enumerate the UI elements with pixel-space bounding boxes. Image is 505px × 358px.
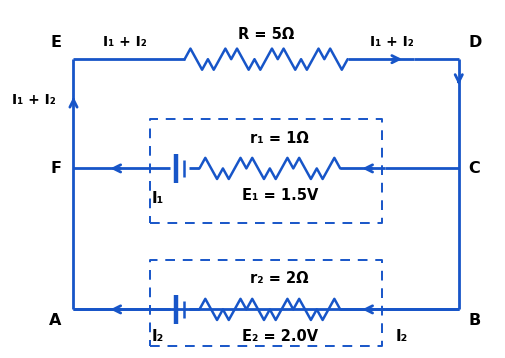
Text: r₂ = 2Ω: r₂ = 2Ω xyxy=(250,271,309,286)
Text: I₂: I₂ xyxy=(151,329,163,344)
Text: E: E xyxy=(50,35,61,50)
Text: A: A xyxy=(48,313,61,328)
Text: E₂ = 2.0V: E₂ = 2.0V xyxy=(241,329,317,344)
Text: I₁ + I₂: I₁ + I₂ xyxy=(370,35,413,49)
Text: I₂: I₂ xyxy=(395,329,407,344)
Text: I₁: I₁ xyxy=(151,191,163,206)
Text: D: D xyxy=(468,35,481,50)
Text: r₁ = 1Ω: r₁ = 1Ω xyxy=(250,131,309,145)
Text: I₁ + I₂: I₁ + I₂ xyxy=(13,93,56,107)
Text: C: C xyxy=(468,161,479,176)
Text: F: F xyxy=(50,161,61,176)
Text: E₁ = 1.5V: E₁ = 1.5V xyxy=(241,188,317,203)
Text: I₁ + I₂: I₁ + I₂ xyxy=(103,35,147,49)
Text: R = 5Ω: R = 5Ω xyxy=(237,26,294,42)
Text: B: B xyxy=(468,313,480,328)
